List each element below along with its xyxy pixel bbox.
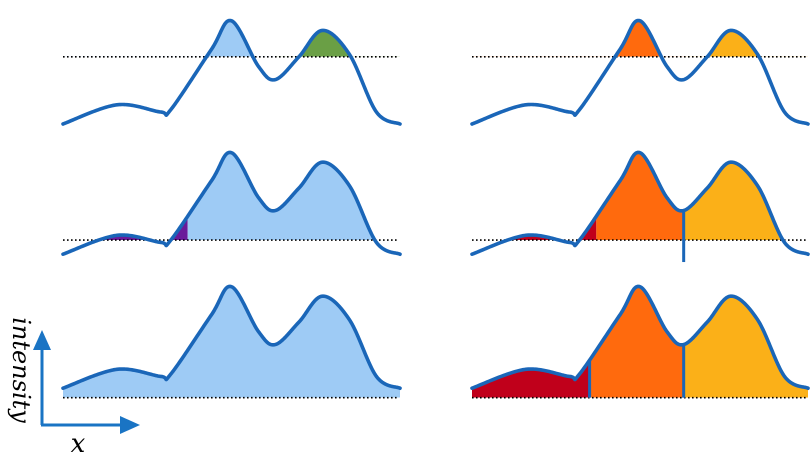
- x-axis-label: x: [71, 429, 86, 459]
- panel-right-bottom: [470, 284, 810, 399]
- region-orange: [615, 20, 662, 57]
- region-yellow: [683, 162, 808, 241]
- intensity-curve: [470, 284, 810, 390]
- intensity-curve: [61, 150, 402, 256]
- region-green: [298, 30, 351, 57]
- panel-left-middle: [61, 150, 402, 256]
- region-orange: [589, 286, 684, 398]
- panel-right-middle: [470, 150, 810, 263]
- panels-group: [61, 18, 810, 399]
- intensity-curve: [470, 18, 810, 126]
- intensity-curve: [61, 18, 402, 126]
- intensity-curve: [61, 284, 402, 390]
- axes-indicator: x intensity: [7, 317, 140, 459]
- y-axis-label: intensity: [7, 317, 35, 423]
- intensity-curve: [470, 150, 810, 256]
- region-light-blue: [63, 286, 400, 398]
- region-light-blue: [206, 20, 253, 57]
- region-orange: [596, 152, 684, 241]
- panel-left-top: [61, 18, 402, 126]
- panel-left-bottom: [61, 284, 402, 399]
- region-yellow: [683, 296, 808, 398]
- region-yellow: [707, 30, 760, 57]
- region-dark-red: [472, 360, 590, 398]
- y-axis-arrowhead: [33, 330, 51, 350]
- panel-right-top: [470, 18, 810, 126]
- x-axis-arrowhead: [120, 416, 140, 434]
